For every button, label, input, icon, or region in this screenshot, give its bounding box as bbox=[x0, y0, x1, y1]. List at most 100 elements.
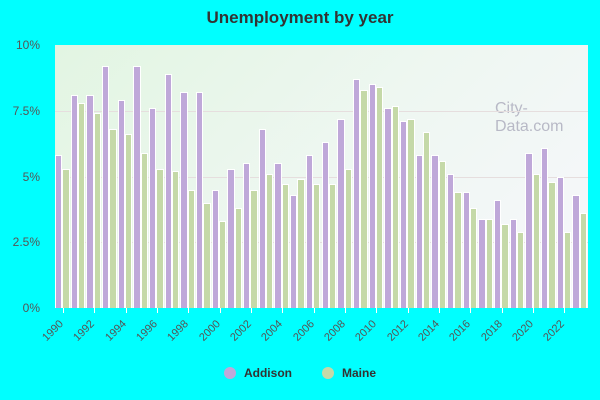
bar-addison-2002 bbox=[243, 163, 251, 308]
bar-maine-1992 bbox=[93, 113, 102, 308]
x-tick-label: 1994 bbox=[102, 318, 129, 344]
x-tick-label: 1998 bbox=[165, 318, 192, 344]
x-tick bbox=[156, 308, 158, 313]
bar-maine-2005 bbox=[297, 179, 305, 308]
x-tick-label: 2016 bbox=[447, 318, 474, 344]
bar-addison-2021 bbox=[540, 147, 549, 308]
x-tick-label: 2006 bbox=[290, 318, 317, 344]
x-tick bbox=[470, 308, 472, 313]
bar-addison-1998 bbox=[180, 92, 188, 308]
y-tick-label: 0% bbox=[22, 301, 40, 315]
bar-addison-1994 bbox=[117, 100, 126, 308]
chart-title: Unemployment by year bbox=[206, 8, 394, 27]
x-tick-label: 1992 bbox=[71, 318, 98, 344]
bar-maine-2017 bbox=[485, 218, 493, 308]
bar-maine-2019 bbox=[516, 231, 525, 308]
bar-addison-1992 bbox=[86, 94, 94, 308]
bar-addison-2001 bbox=[227, 168, 235, 308]
x-tick-label: 2018 bbox=[478, 318, 505, 344]
bar-addison-1997 bbox=[164, 73, 173, 308]
bar-maine-2013 bbox=[422, 131, 431, 308]
bar-addison-2019 bbox=[509, 218, 517, 308]
y-tick-label: 5% bbox=[22, 169, 40, 184]
plot-area: City-Data.com bbox=[55, 45, 588, 308]
bar-maine-1990 bbox=[62, 168, 70, 308]
bar-addison-2000 bbox=[211, 189, 220, 308]
bar-addison-2018 bbox=[493, 200, 502, 308]
x-tick-label: 1990 bbox=[39, 318, 66, 344]
bar-maine-2023 bbox=[579, 213, 587, 308]
bar-maine-2015 bbox=[454, 192, 462, 308]
bar-maine-1997 bbox=[172, 171, 180, 308]
bar-addison-2014 bbox=[431, 155, 439, 308]
legend-label: Addison bbox=[243, 366, 292, 380]
bar-maine-1994 bbox=[125, 134, 133, 308]
x-tick-label: 1996 bbox=[134, 318, 160, 344]
x-tick bbox=[345, 308, 346, 313]
bar-addison-2023 bbox=[572, 194, 580, 308]
x-tick-label: 2000 bbox=[196, 318, 223, 344]
x-tick bbox=[533, 308, 535, 313]
x-tick bbox=[439, 308, 441, 313]
bar-addison-1990 bbox=[55, 155, 63, 308]
bar-maine-2021 bbox=[548, 181, 556, 308]
bar-maine-1996 bbox=[156, 168, 164, 308]
x-tick bbox=[313, 308, 315, 313]
bar-maine-1991 bbox=[78, 102, 86, 308]
bar-addison-2010 bbox=[368, 84, 376, 308]
bar-addison-1993 bbox=[102, 66, 110, 308]
x-tick bbox=[125, 308, 127, 313]
x-tick bbox=[94, 308, 96, 313]
bar-maine-2018 bbox=[501, 223, 509, 308]
bar-addison-2004 bbox=[274, 163, 282, 308]
x-tick-label: 2002 bbox=[228, 318, 254, 344]
bar-addison-2007 bbox=[321, 142, 329, 308]
bar-maine-1993 bbox=[109, 129, 117, 308]
bar-maine-2002 bbox=[250, 189, 258, 308]
x-tick bbox=[501, 308, 503, 313]
bar-addison-2006 bbox=[305, 155, 314, 308]
bar-addison-2016 bbox=[462, 192, 470, 308]
y-tick-label: 7.5% bbox=[12, 103, 40, 118]
bar-addison-2015 bbox=[446, 173, 455, 308]
x-tick-label: 2020 bbox=[510, 318, 537, 344]
bar-addison-2020 bbox=[525, 152, 533, 308]
bar-addison-2022 bbox=[556, 176, 564, 308]
bar-addison-2008 bbox=[337, 118, 345, 308]
legend-label: Maine bbox=[341, 366, 376, 380]
bar-maine-2008 bbox=[344, 168, 352, 308]
bar-maine-2004 bbox=[281, 184, 290, 308]
x-tick bbox=[188, 308, 190, 313]
bar-maine-2016 bbox=[469, 208, 478, 308]
y-tick-label: 2.5% bbox=[12, 235, 40, 250]
bar-maine-2007 bbox=[328, 184, 337, 308]
bar-addison-2012 bbox=[399, 121, 408, 308]
watermark: City-Data.com bbox=[495, 100, 564, 135]
bar-maine-2000 bbox=[219, 221, 227, 308]
gridline bbox=[55, 110, 588, 112]
x-tick-label: 2014 bbox=[416, 318, 443, 344]
legend-dot-icon bbox=[223, 367, 236, 379]
bar-addison-1995 bbox=[133, 66, 141, 308]
bar-addison-2017 bbox=[478, 218, 486, 308]
x-tick bbox=[62, 308, 64, 313]
bar-addison-2009 bbox=[352, 79, 361, 308]
bar-maine-2003 bbox=[266, 173, 274, 308]
bar-maine-1998 bbox=[187, 189, 196, 308]
bar-addison-1991 bbox=[70, 94, 78, 308]
x-tick bbox=[407, 308, 409, 313]
legend-dot-icon bbox=[321, 367, 334, 379]
bar-maine-2012 bbox=[407, 118, 415, 308]
bar-addison-1996 bbox=[149, 108, 157, 308]
legend-item-maine[interactable]: Maine bbox=[321, 366, 376, 380]
y-tick-label: 10% bbox=[15, 38, 40, 52]
legend-item-addison[interactable]: Addison bbox=[223, 366, 292, 380]
x-tick bbox=[376, 308, 378, 313]
x-tick-label: 2022 bbox=[541, 318, 568, 344]
bar-maine-2022 bbox=[563, 231, 572, 308]
bar-addison-2013 bbox=[415, 155, 423, 308]
bar-addison-2003 bbox=[258, 129, 267, 308]
bar-maine-2009 bbox=[360, 89, 368, 308]
x-tick bbox=[564, 308, 566, 313]
bar-maine-2014 bbox=[438, 160, 446, 308]
